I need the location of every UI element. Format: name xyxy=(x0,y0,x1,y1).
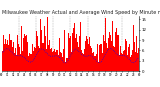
Text: Milwaukee Weather Actual and Average Wind Speed by Minute mph (Last 24 Hours): Milwaukee Weather Actual and Average Win… xyxy=(2,10,160,15)
